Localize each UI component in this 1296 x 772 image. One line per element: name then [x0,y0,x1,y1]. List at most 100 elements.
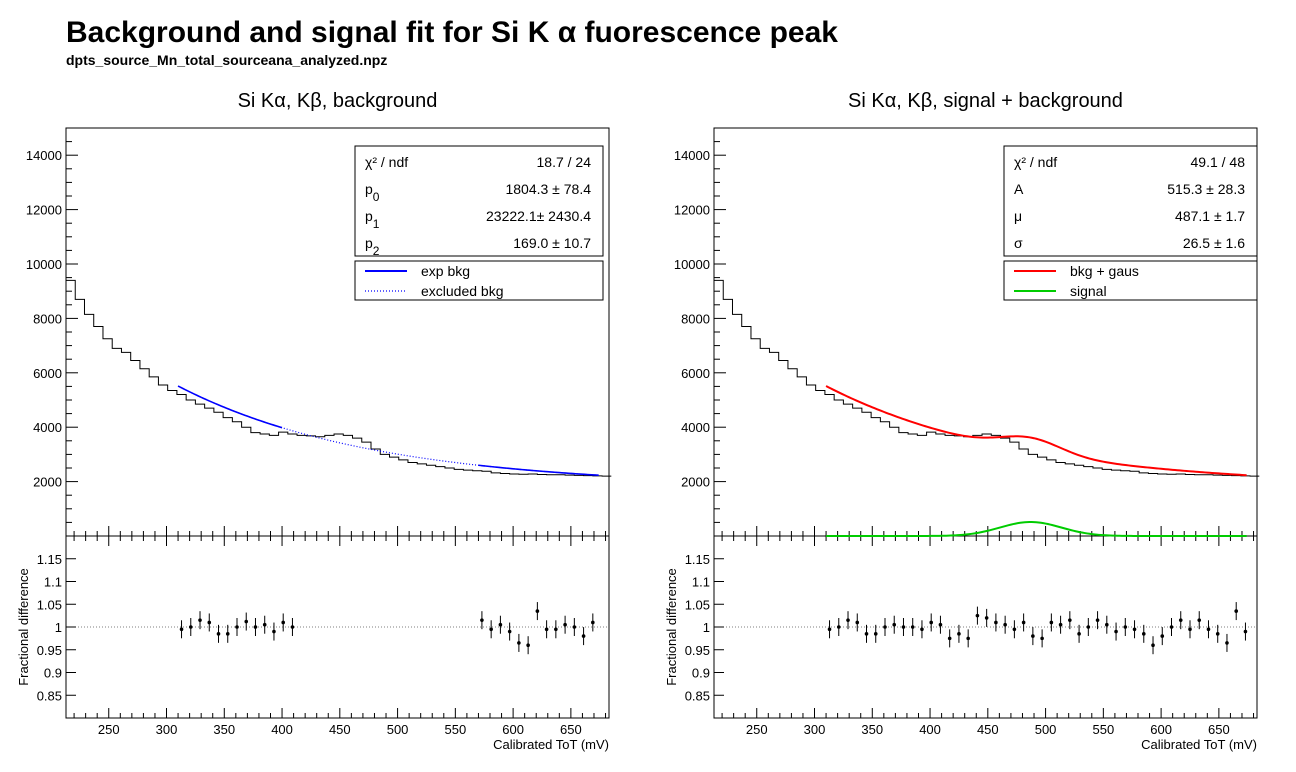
right-ratio-point [929,620,933,625]
right-ratio-point [947,636,952,641]
right-ratio-point [1031,634,1035,638]
right-xtick-label: 250 [746,722,768,737]
right-panel-title: Si Kα, Kβ, signal + background [848,90,1123,112]
right-ratio-point [975,613,980,618]
right-ratio-point [1086,625,1091,629]
left-ytick-label: 2000 [33,475,62,490]
left-xtick-label: 250 [98,722,120,737]
right-stat-value: 487.1 ± 1.7 [1175,208,1245,224]
right-ratio-point [1049,620,1054,625]
right-xtick-label: 300 [804,722,826,737]
right-ratio-point [892,622,897,627]
right-stat-value: 49.1 / 48 [1191,154,1246,170]
left-ytick-label: 12000 [26,203,62,218]
right-ratio-point [1114,629,1118,634]
left-ytick-label: 6000 [33,366,62,381]
figure-subtitle: dpts_source_Mn_total_sourceana_analyzed.… [66,52,388,68]
right-ratio-point [901,625,906,629]
right-ratio-point [1197,618,1202,622]
right-ratio-point [855,620,860,625]
left-panel-title: Si Kα, Kβ, background [238,90,438,112]
right-ratio-point [1206,627,1211,632]
left-ratio-ytick-label: 1.05 [37,597,62,612]
right-ratio-point [1058,622,1063,627]
left-xtick-label: 450 [329,722,351,737]
right-ratio-point [827,627,832,632]
left-ratio-point [498,622,503,627]
left-ratio-point [179,627,184,632]
left-ratio-point [225,632,230,636]
left-ratio-point [526,643,530,647]
left-ytick-label: 10000 [26,257,62,272]
left-exp-bkg-curve [177,385,283,429]
right-stat-label: σ [1014,235,1023,251]
right-legend-box [1003,260,1258,301]
right-ratio-point [1160,634,1165,638]
right-bkg-gaus-curve [825,385,1247,477]
right-ratio-point [1077,632,1081,636]
left-ytick-label: 8000 [33,311,62,326]
left-ratio-point [581,634,586,638]
left-ratio-ytick-label: 0.9 [44,666,62,681]
right-ratio-y-label: Fractional difference [664,568,679,686]
right-ratio-point [966,636,970,641]
left-ratio-point [216,632,221,636]
right-ratio-point [883,625,887,629]
right-ratio-point [1169,625,1174,629]
right-ratio-point [836,625,841,629]
left-ratio-point [480,618,484,622]
right-stats-box [1003,145,1258,257]
left-legend-box [354,260,604,301]
right-xtick-label: 500 [1035,722,1057,737]
right-ytick-label: 8000 [681,311,710,326]
right-ratio-point [864,632,869,636]
right-legend-label: bkg + gaus [1070,263,1139,279]
right-ratio-point [846,618,850,622]
right-ytick-label: 6000 [681,366,710,381]
left-ratio-point [235,625,239,629]
left-stat-value: 18.7 / 24 [537,154,592,170]
right-data-histogram [714,279,1260,477]
right-ratio-point [994,620,998,625]
left-ratio-point [535,609,540,613]
right-ratio-point [1215,632,1220,636]
left-x-axis-label: Calibrated ToT (mV) [493,737,609,752]
right-signal-curve [826,520,1247,537]
left-stat-value: 23222.1± 2430.4 [486,208,591,224]
right-ratio-ytick-label: 0.9 [692,666,710,681]
left-ratio-point [262,622,267,627]
left-xtick-label: 650 [560,722,582,737]
right-ytick-label: 14000 [674,148,710,163]
right-ytick-label: 12000 [674,203,710,218]
right-x-axis-label: Calibrated ToT (mV) [1141,737,1257,752]
right-ratio-point [1003,622,1007,627]
right-ratio-ytick-label: 1.1 [692,575,710,590]
right-ratio-ytick-label: 0.95 [685,643,710,658]
left-legend-label: excluded bkg [421,283,504,299]
right-ratio-point [1151,643,1155,647]
left-excluded-bkg-curve [177,385,599,476]
left-ratio-point [591,620,595,625]
left-ytick-label: 4000 [33,420,62,435]
left-ratio-ytick-label: 1.1 [44,575,62,590]
left-ratio-point [253,625,258,629]
right-xtick-label: 400 [919,722,941,737]
right-ratio-point [920,627,924,632]
left-ratio-y-label: Fractional difference [16,568,31,686]
right-ratio-point [1040,636,1044,641]
right-ratio-point [1095,618,1100,622]
left-ratio-point [188,625,193,629]
left-xtick-label: 550 [444,722,466,737]
left-stat-value: 169.0 ± 10.7 [513,235,591,251]
right-stat-label: μ [1014,208,1022,224]
right-ratio-point [873,632,878,636]
left-xtick-label: 600 [502,722,524,737]
left-ratio-point [489,627,493,632]
figure-title: Background and signal fit for Si K α fuo… [66,16,838,49]
right-ratio-point [910,625,915,629]
left-ratio-point [517,641,521,645]
left-xtick-label: 400 [271,722,293,737]
left-exp-bkg-curve [478,464,599,477]
right-legend-label: signal [1070,283,1107,299]
